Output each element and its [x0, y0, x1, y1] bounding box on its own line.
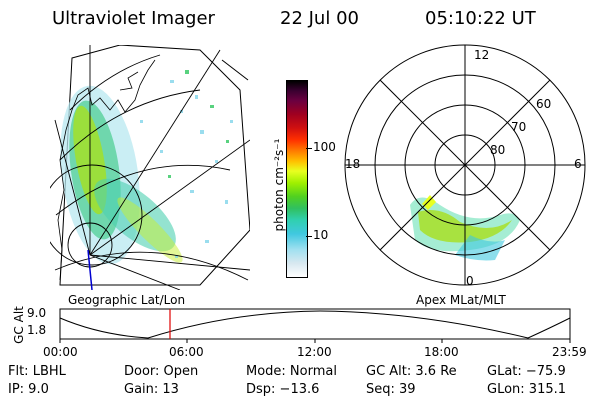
instrument-title: Ultraviolet Imager: [52, 8, 215, 29]
gc-altitude-status: GC Alt: 3.6 Re: [366, 364, 457, 379]
ip-status: IP: 9.0: [8, 382, 49, 397]
mlt-label-12: 12: [474, 48, 490, 62]
sequence-status: Seq: 39: [366, 382, 416, 397]
gain-status: Gain: 13: [124, 382, 179, 397]
observation-date: 22 Jul 00: [280, 8, 359, 29]
colorbar-tick-label-100: 100: [313, 140, 336, 154]
polar-caption: Apex MLat/MLT: [416, 293, 506, 307]
timeline-xtick-1800: 18:00: [424, 345, 459, 359]
geographic-caption: Geographic Lat/Lon: [68, 293, 186, 307]
observation-time: 05:10:22 UT: [425, 8, 536, 29]
colorbar-tick-label-10: 10: [313, 228, 329, 242]
filter-status: Flt: LBHL: [8, 364, 66, 379]
geographic-auroral-image: [50, 45, 250, 290]
colorbar-tick-100: [306, 148, 312, 149]
mlt-label-18: 18: [345, 157, 361, 171]
timeline-ytick-1: 1.8: [27, 323, 47, 337]
mode-status: Mode: Normal: [246, 364, 337, 379]
glat-status: GLat: −75.9: [487, 364, 566, 379]
intensity-colorbar: [286, 80, 308, 278]
timeline-xtick-2359: 23:59: [552, 345, 587, 359]
mlat-label-80: 80: [490, 143, 506, 157]
mlt-label-6: 6: [574, 157, 582, 171]
glon-status: GLon: 315.1: [487, 382, 567, 397]
timeline-ytick-9: 9.0: [27, 306, 47, 320]
timeline-xtick-0600: 06:00: [169, 345, 204, 359]
dsp-status: Dsp: −13.6: [246, 382, 320, 397]
mlat-label-70: 70: [511, 120, 527, 134]
timeline-xtick-0000: 00:00: [43, 345, 78, 359]
door-status: Door: Open: [124, 364, 199, 379]
mlat-label-60: 60: [536, 97, 552, 111]
timeline-xtick-1200: 12:00: [297, 345, 332, 359]
mlt-label-0: 0: [466, 274, 474, 288]
colorbar-tick-10: [306, 236, 312, 237]
